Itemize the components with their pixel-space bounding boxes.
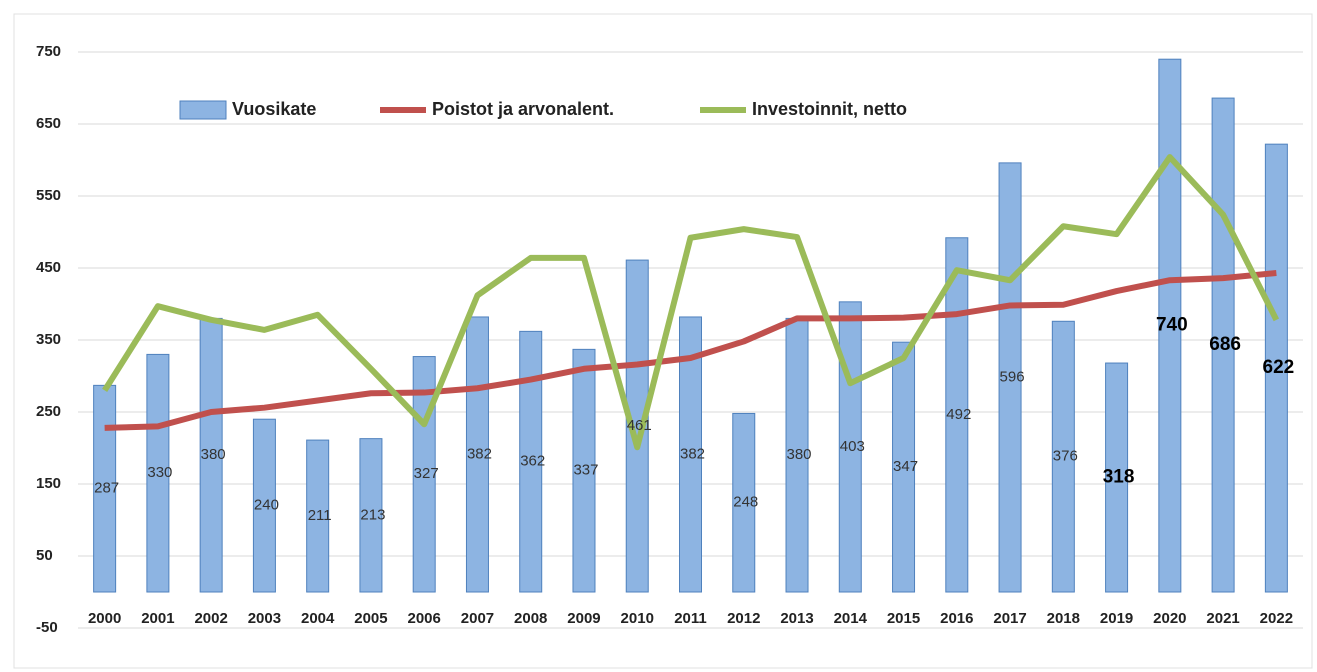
data-label: 287: [94, 480, 119, 497]
bar: [945, 237, 969, 593]
x-tick-label: 2022: [1260, 610, 1293, 627]
data-label: 686: [1209, 334, 1241, 355]
x-tick-label: 2006: [408, 610, 441, 627]
x-tick-label: 2018: [1047, 610, 1080, 627]
x-tick-label: 2019: [1100, 610, 1133, 627]
y-tick-label: 50: [36, 547, 53, 564]
legend-label: Vuosikate: [232, 99, 316, 119]
y-tick-label: 150: [36, 475, 61, 492]
x-tick-label: 2012: [727, 610, 760, 627]
x-tick-label: 2021: [1206, 610, 1239, 627]
data-label: 403: [840, 438, 865, 455]
legend-label: Poistot ja arvonalent.: [432, 99, 614, 119]
data-label: 380: [201, 446, 226, 463]
bar: [359, 438, 383, 593]
legend-swatch: [179, 100, 227, 120]
bar: [519, 330, 543, 593]
y-tick-label: -50: [36, 619, 58, 636]
x-tick-label: 2000: [88, 610, 121, 627]
data-label: 376: [1053, 448, 1078, 465]
data-label: 240: [254, 497, 279, 514]
bar: [1158, 58, 1182, 593]
data-label: 337: [573, 462, 598, 479]
legend-label: Investoinnit, netto: [752, 99, 907, 119]
y-tick-label: 550: [36, 187, 61, 204]
bar: [625, 259, 649, 593]
bar: [146, 353, 170, 593]
data-label: 327: [414, 465, 439, 482]
data-label: 211: [308, 507, 332, 524]
x-tick-label: 2002: [194, 610, 227, 627]
bar: [1051, 320, 1075, 593]
y-tick-label: 650: [36, 115, 61, 132]
x-tick-label: 2003: [248, 610, 281, 627]
x-tick-label: 2005: [354, 610, 387, 627]
y-tick-label: 750: [36, 43, 61, 60]
bar: [1264, 143, 1288, 593]
data-label: 382: [680, 445, 705, 462]
data-label: 740: [1156, 315, 1188, 336]
x-tick-label: 2015: [887, 610, 920, 627]
bar: [572, 348, 596, 593]
x-tick-label: 2004: [301, 610, 335, 627]
y-tick-label: 350: [36, 331, 61, 348]
data-label: 622: [1263, 357, 1295, 378]
line: [104, 270, 1277, 431]
data-label: 380: [787, 446, 812, 463]
chart-border: [13, 13, 1313, 669]
line: [102, 154, 1280, 451]
bar: [732, 412, 756, 593]
x-tick-label: 2010: [621, 610, 654, 627]
bar: [998, 162, 1022, 593]
x-tick-label: 2008: [514, 610, 547, 627]
x-tick-label: 2001: [141, 610, 174, 627]
x-tick-label: 2020: [1153, 610, 1186, 627]
data-label: 213: [360, 506, 385, 523]
data-label: 330: [147, 464, 172, 481]
x-tick-label: 2007: [461, 610, 494, 627]
bar: [1105, 362, 1129, 593]
data-label: 362: [520, 453, 545, 470]
data-label: 318: [1103, 467, 1135, 488]
y-tick-label: 250: [36, 403, 61, 420]
bar: [679, 316, 702, 593]
y-tick-label: 450: [36, 259, 61, 276]
data-label: 347: [893, 458, 918, 475]
data-label: 382: [467, 445, 492, 462]
x-tick-label: 2009: [567, 610, 600, 627]
data-label: 596: [1000, 368, 1025, 385]
data-label: 492: [946, 406, 971, 423]
bar: [252, 418, 276, 593]
x-tick-label: 2014: [834, 610, 868, 627]
x-tick-label: 2013: [780, 610, 813, 627]
x-tick-label: 2017: [993, 610, 1026, 627]
bar: [892, 341, 916, 593]
bar: [306, 439, 330, 593]
data-label: 248: [733, 494, 758, 511]
x-tick-label: 2016: [940, 610, 973, 627]
x-tick-label: 2011: [674, 610, 707, 627]
data-label: 461: [627, 417, 652, 434]
